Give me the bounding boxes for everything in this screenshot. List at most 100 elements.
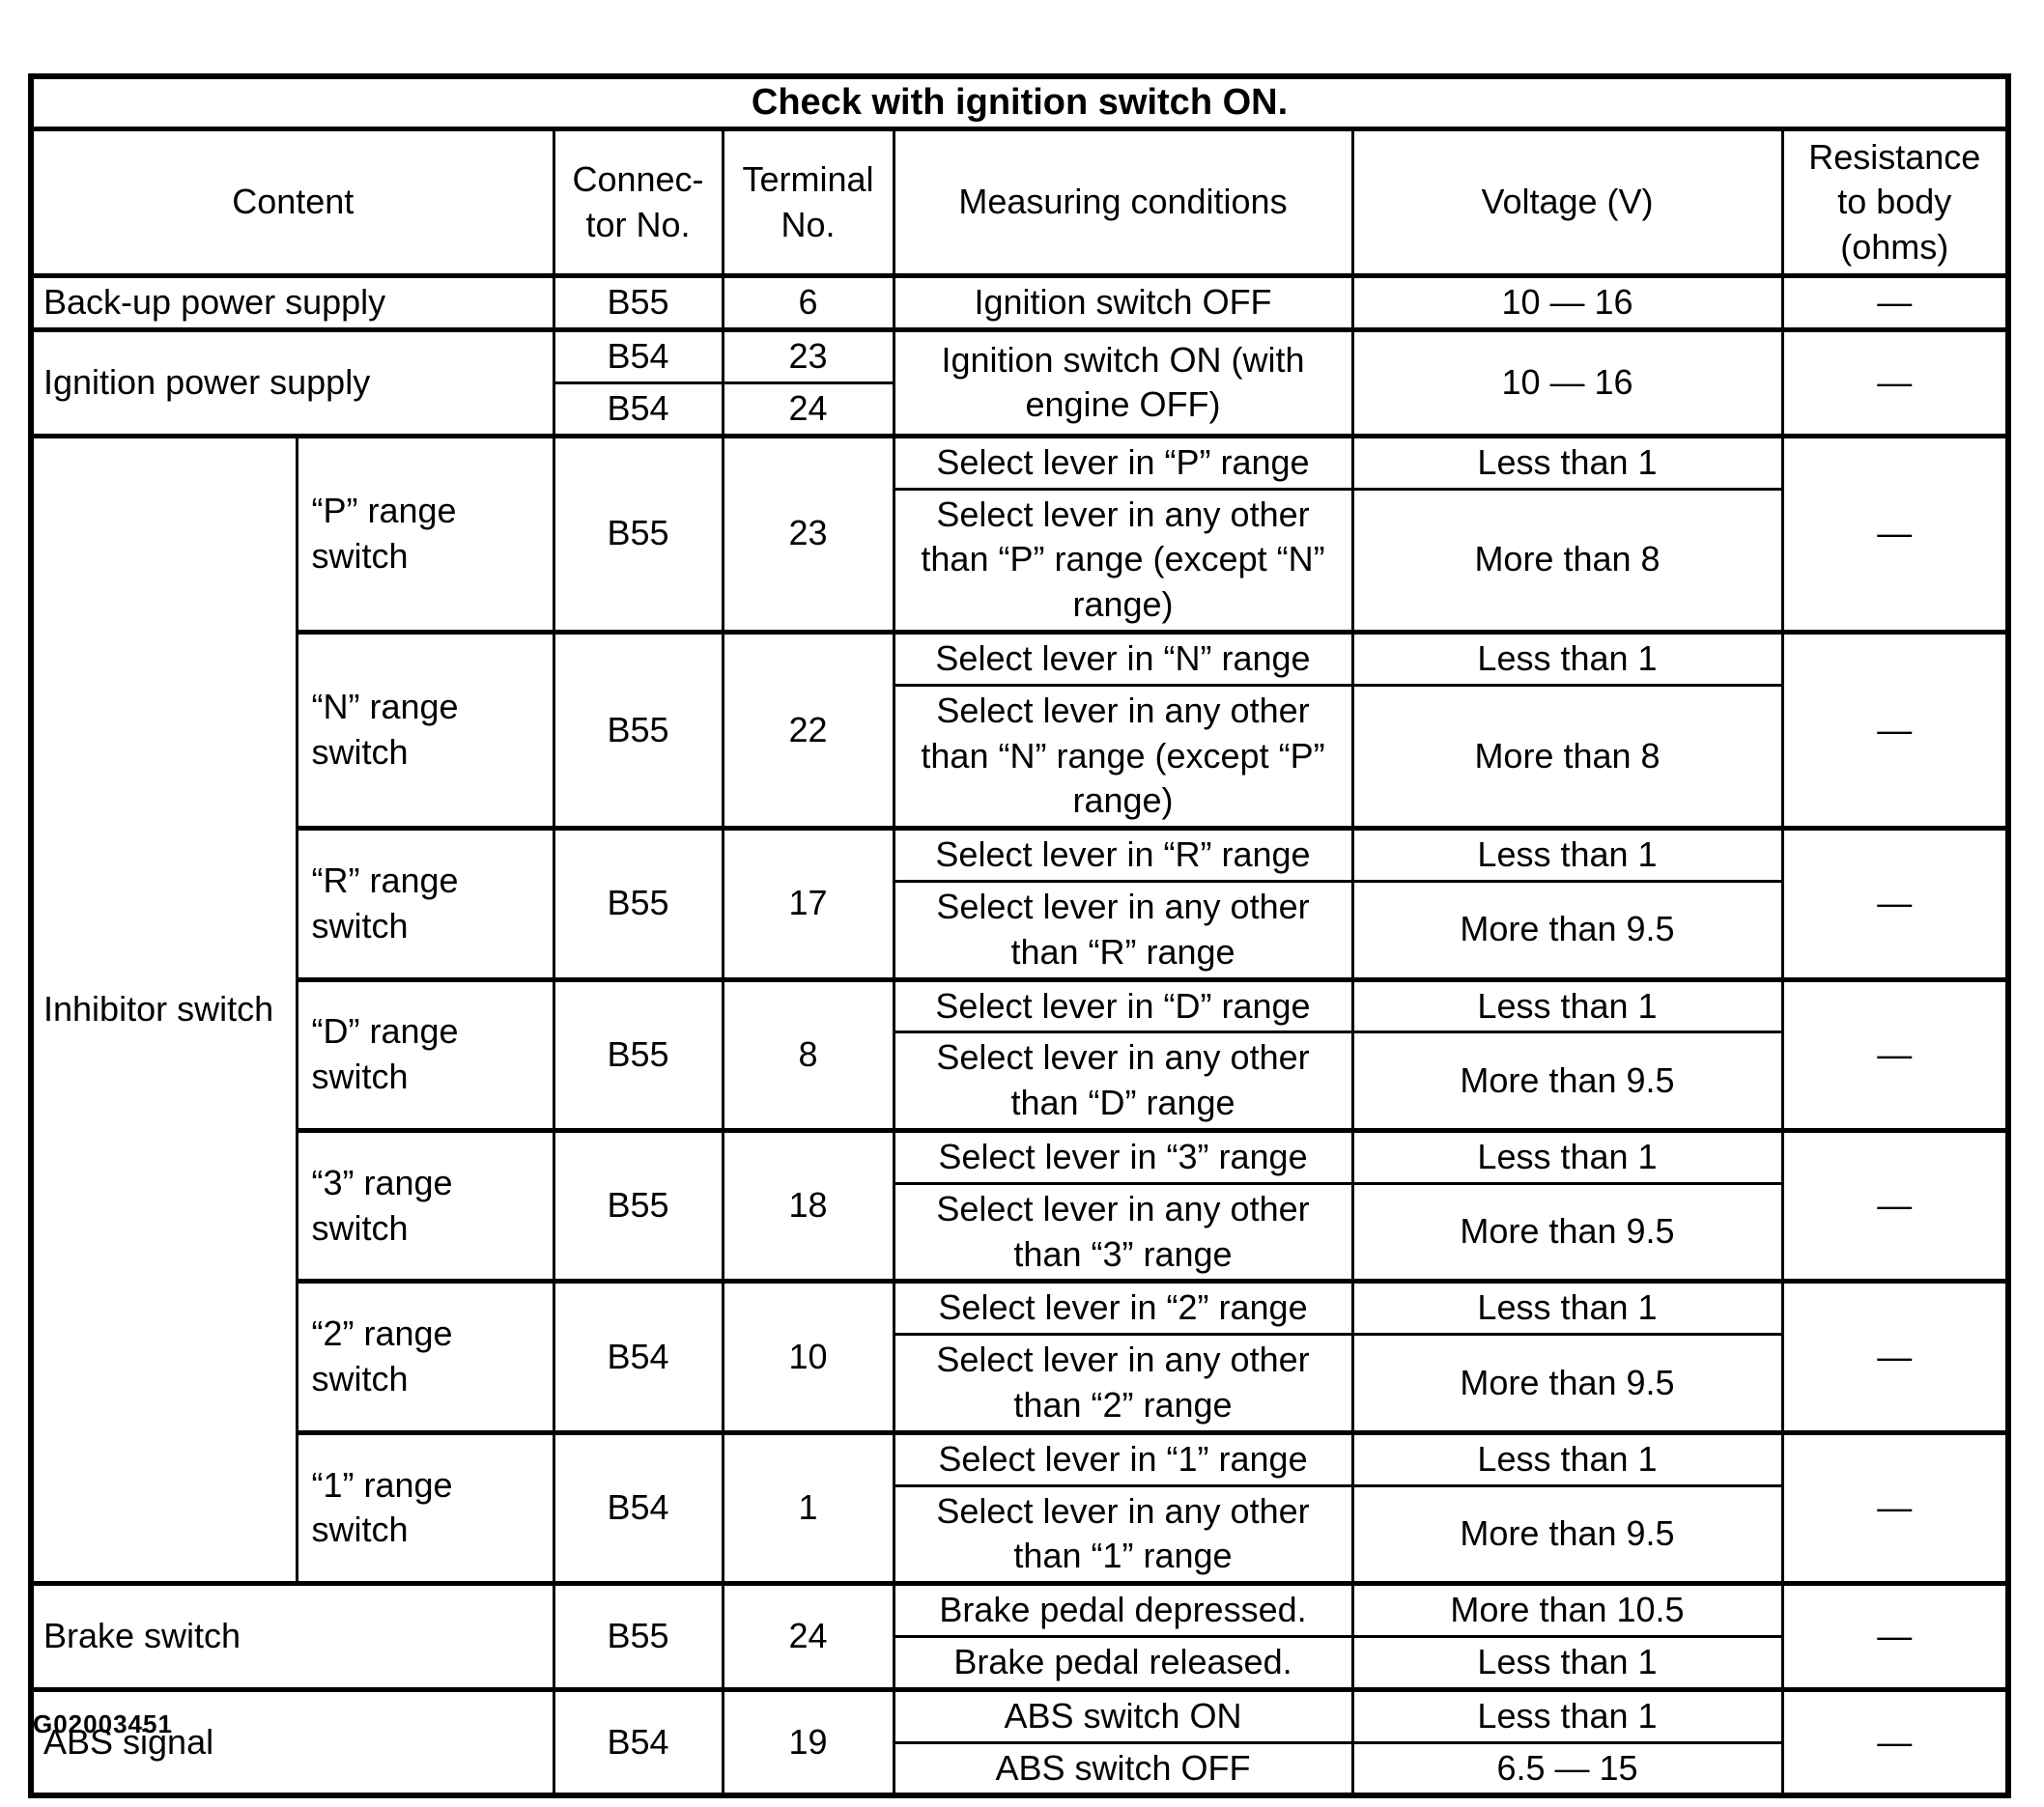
- cell-condition: Select lever in “N” range: [892, 629, 1354, 687]
- cell-condition: Select lever in any other than “1” range: [892, 1483, 1354, 1586]
- cell-terminal: 10: [721, 1279, 895, 1434]
- cell-condition: Select lever in “D” range: [892, 976, 1354, 1034]
- cell-voltage: Less than 1: [1350, 826, 1784, 883]
- table-row-ignition-1: Ignition power supply B54 23 Ignition sw…: [29, 327, 2010, 438]
- cell-resistance: —: [1780, 1429, 2010, 1586]
- table-row-2-range-2: Select lever in any other than “2” range…: [31, 1333, 2008, 1434]
- table-title: Check with ignition switch ON.: [29, 74, 2010, 131]
- cell-voltage: More than 9.5: [1350, 1031, 1784, 1132]
- column-header-voltage: Voltage (V): [1350, 127, 1784, 278]
- cell-terminal: 22: [721, 629, 895, 831]
- cell-terminal: 23: [721, 433, 895, 634]
- table-row-n-range-1: “N” range switch B55 22 Select lever in …: [31, 629, 2010, 831]
- cell-condition: Ignition switch OFF: [892, 273, 1354, 332]
- cell-switch-label: “3” range switch: [295, 1127, 555, 1284]
- cell-resistance: —: [1780, 976, 2010, 1132]
- cell-voltage: 6.5 — 15: [1350, 1740, 1784, 1797]
- cell-terminal: 24: [721, 381, 895, 438]
- cell-terminal: 24: [721, 1581, 895, 1691]
- cell-condition: ABS switch ON: [892, 1686, 1354, 1744]
- cell-voltage: 10 — 16: [1350, 327, 1784, 438]
- cell-voltage: Less than 1: [1350, 976, 1784, 1034]
- cell-condition: Select lever in “3” range: [892, 1127, 1354, 1185]
- table-row-p-range-1: Inhibitor switch “P” range switch B55 23…: [29, 433, 2010, 1586]
- cell-condition: Select lever in any other than “3” range: [892, 1181, 1354, 1284]
- cell-terminal: 1: [721, 1429, 895, 1586]
- table-row-r-range-1: “R” range switch B55 17 Select lever in …: [31, 826, 2010, 981]
- cell-connector: B55: [552, 433, 724, 634]
- cell-condition: Select lever in “2” range: [892, 1279, 1354, 1337]
- cell-switch-label: “N” range switch: [295, 629, 555, 831]
- cell-voltage: More than 10.5: [1350, 1581, 1784, 1638]
- cell-connector: B54: [552, 1686, 724, 1797]
- cell-voltage: More than 8: [1350, 487, 1784, 634]
- table-row-n-range-2: Select lever in any other than “N” range…: [31, 683, 2008, 831]
- cell-content: ABS signal: [29, 1686, 555, 1797]
- cell-condition: Select lever in any other than “R” range: [892, 879, 1354, 981]
- table-row-3-range-2: Select lever in any other than “3” range…: [31, 1181, 2008, 1284]
- cell-voltage: Less than 1: [1350, 433, 1784, 491]
- table-row-d-range-2: Select lever in any other than “D” range…: [31, 1031, 2008, 1132]
- cell-condition: Brake pedal depressed.: [892, 1581, 1354, 1638]
- column-header-resistance: Resistance to body (ohms): [1780, 127, 2010, 278]
- table-row-brake-2: Brake pedal released. Less than 1: [31, 1634, 2008, 1691]
- cell-connector: B55: [552, 976, 724, 1132]
- table-row-1-range-1: “1” range switch B54 1 Select lever in “…: [31, 1429, 2010, 1586]
- cell-condition: Select lever in any other than “P” range…: [892, 487, 1354, 634]
- table-row-p-range-2: Select lever in any other than “P” range…: [31, 487, 2008, 634]
- cell-voltage: Less than 1: [1350, 1279, 1784, 1337]
- cell-connector: B55: [552, 1581, 724, 1691]
- cell-condition: Select lever in any other than “N” range…: [892, 683, 1354, 831]
- cell-voltage: More than 9.5: [1350, 1333, 1784, 1434]
- cell-voltage: More than 8: [1350, 683, 1784, 831]
- cell-resistance: —: [1780, 433, 2010, 634]
- table-row-header: Content Connec- tor No. Terminal No. Mea…: [29, 127, 2010, 278]
- table-row-3-range-1: “3” range switch B55 18 Select lever in …: [31, 1127, 2010, 1284]
- cell-condition: Ignition switch ON (with engine OFF): [892, 327, 1354, 438]
- cell-terminal: 18: [721, 1127, 895, 1284]
- cell-condition: Select lever in any other than “2” range: [892, 1333, 1354, 1434]
- cell-terminal: 23: [721, 327, 895, 384]
- cell-switch-label: “R” range switch: [295, 826, 555, 981]
- cell-connector: B54: [552, 381, 724, 438]
- table-row-abs-1: ABS signal B54 19 ABS switch ON Less tha…: [29, 1686, 2010, 1797]
- cell-switch-label: “D” range switch: [295, 976, 555, 1132]
- table-row-r-range-2: Select lever in any other than “R” range…: [31, 879, 2008, 981]
- cell-resistance: —: [1780, 273, 2010, 332]
- column-header-terminal: Terminal No.: [721, 127, 895, 278]
- table-row-backup: Back-up power supply B55 6 Ignition swit…: [29, 273, 2010, 332]
- cell-condition: Select lever in any other than “D” range: [892, 1031, 1354, 1132]
- cell-resistance: —: [1780, 826, 2010, 981]
- cell-condition: Select lever in “R” range: [892, 826, 1354, 883]
- figure-code: G02003451: [33, 1709, 173, 1738]
- column-header-content: Content: [29, 127, 555, 278]
- cell-condition: Select lever in “1” range: [892, 1429, 1354, 1487]
- table-row-1-range-2: Select lever in any other than “1” range…: [31, 1483, 2008, 1586]
- table-row-title: Check with ignition switch ON.: [29, 74, 2010, 131]
- cell-switch-label: “P” range switch: [295, 433, 555, 634]
- cell-condition: Select lever in “P” range: [892, 433, 1354, 491]
- cell-switch-label: “1” range switch: [295, 1429, 555, 1586]
- cell-terminal: 17: [721, 826, 895, 981]
- cell-voltage: Less than 1: [1350, 629, 1784, 687]
- cell-terminal: 19: [721, 1686, 895, 1797]
- cell-connector: B55: [552, 826, 724, 981]
- cell-connector: B54: [552, 1429, 724, 1586]
- voltage-check-table: Check with ignition switch ON. Content C…: [28, 73, 2012, 1799]
- cell-content: Brake switch: [29, 1581, 555, 1691]
- cell-resistance: —: [1780, 1686, 2010, 1797]
- table-row-ignition-2: B54 24: [31, 381, 2008, 438]
- cell-condition: ABS switch OFF: [892, 1740, 1354, 1797]
- table-row-2-range-1: “2” range switch B54 10 Select lever in …: [31, 1279, 2010, 1434]
- cell-voltage: Less than 1: [1350, 1686, 1784, 1744]
- table-row-d-range-1: “D” range switch B55 8 Select lever in “…: [31, 976, 2010, 1132]
- cell-resistance: —: [1780, 327, 2010, 438]
- cell-switch-label: “2” range switch: [295, 1279, 555, 1434]
- cell-resistance: —: [1780, 1581, 2010, 1691]
- cell-connector: B55: [552, 273, 724, 332]
- cell-voltage: More than 9.5: [1350, 879, 1784, 981]
- cell-voltage: 10 — 16: [1350, 273, 1784, 332]
- cell-condition: Brake pedal released.: [892, 1634, 1354, 1691]
- cell-voltage: More than 9.5: [1350, 1483, 1784, 1586]
- cell-connector: B54: [552, 327, 724, 384]
